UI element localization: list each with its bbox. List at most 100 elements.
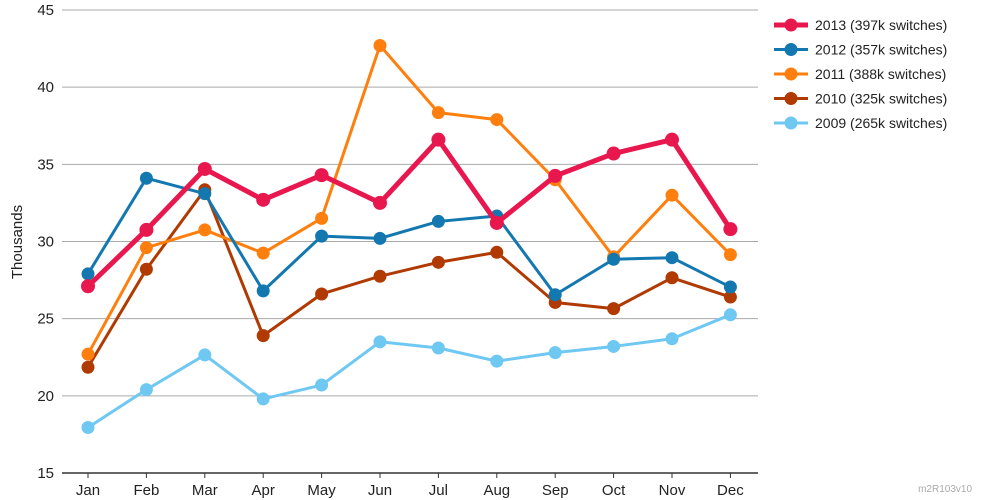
- y-tick-label: 15: [37, 465, 54, 482]
- legend-item: 2010 (325k switches): [774, 91, 947, 107]
- data-point: [198, 348, 212, 362]
- data-point: [431, 106, 445, 120]
- legend-item: 2013 (397k switches): [774, 17, 947, 33]
- data-point: [723, 222, 738, 237]
- data-point: [315, 211, 329, 225]
- x-tick-label: Jul: [429, 482, 448, 499]
- x-tick-label: Mar: [192, 482, 218, 499]
- x-tick-label: Apr: [252, 482, 275, 499]
- series-2009: [81, 308, 737, 434]
- y-tick-label: 30: [37, 234, 54, 251]
- data-point: [256, 192, 271, 207]
- data-point: [373, 335, 387, 349]
- data-point: [139, 241, 153, 255]
- y-tick-label: 40: [37, 79, 54, 96]
- data-point: [431, 132, 446, 147]
- x-tick-label: Dec: [717, 482, 744, 499]
- series-line: [86, 176, 732, 297]
- data-point: [198, 223, 212, 237]
- data-point: [665, 332, 679, 346]
- data-point: [606, 146, 621, 161]
- x-tick-label: Jun: [368, 482, 392, 499]
- y-tick-label: 25: [37, 311, 54, 328]
- legend-label: 2011 (388k switches): [815, 66, 946, 82]
- x-tick-label: Jan: [76, 482, 100, 499]
- data-point: [607, 302, 621, 316]
- data-point: [490, 354, 504, 368]
- data-point: [548, 288, 562, 302]
- x-tick-label: Nov: [659, 482, 686, 499]
- legend-label: 2009 (265k switches): [815, 115, 947, 131]
- series-line: [86, 137, 733, 289]
- data-point: [139, 262, 153, 276]
- data-point: [548, 168, 563, 183]
- data-point: [723, 280, 737, 294]
- x-axis: Jan Feb Mar Apr May Jun Jul Aug Sep Oct Nov Dec: [76, 473, 744, 499]
- y-axis: 15 20 25 30 35 40 45: [37, 2, 54, 482]
- data-point: [256, 329, 270, 343]
- data-point: [723, 308, 737, 322]
- legend-label: 2012 (357k switches): [815, 42, 947, 58]
- data-point: [139, 222, 154, 237]
- legend-swatch-marker: [784, 18, 798, 32]
- data-point: [373, 269, 387, 283]
- series-2013: [81, 132, 738, 294]
- data-point: [256, 246, 270, 260]
- data-point: [81, 279, 95, 294]
- data-point: [665, 132, 679, 147]
- data-point: [256, 392, 270, 406]
- data-point: [81, 420, 95, 434]
- legend-item: 2012 (357k switches): [774, 42, 947, 58]
- gridlines: [62, 9, 758, 474]
- legend-item: 2011 (388k switches): [774, 66, 946, 82]
- y-axis-label: Thousands: [9, 205, 26, 279]
- data-point: [81, 347, 95, 361]
- series-2012: [81, 171, 737, 302]
- legend-label: 2013 (397k switches): [815, 17, 947, 33]
- legend-swatch-marker: [784, 116, 798, 130]
- y-tick-label: 20: [37, 388, 54, 405]
- data-point: [665, 251, 679, 265]
- data-point: [665, 188, 679, 202]
- data-point: [314, 168, 329, 183]
- data-point: [607, 252, 621, 266]
- data-point: [256, 284, 270, 298]
- data-point: [431, 255, 445, 269]
- data-point: [315, 287, 329, 301]
- data-point: [723, 248, 737, 262]
- data-point: [139, 383, 153, 397]
- data-point: [81, 360, 95, 374]
- legend-swatch-marker: [784, 67, 798, 81]
- data-point: [315, 378, 329, 392]
- x-tick-label: Sep: [542, 482, 569, 499]
- data-point: [490, 113, 504, 127]
- data-point: [607, 339, 621, 353]
- x-tick-label: Oct: [602, 482, 626, 499]
- series-line: [86, 188, 731, 369]
- legend-label: 2010 (325k switches): [815, 91, 947, 107]
- data-point: [198, 187, 212, 201]
- data-point: [197, 161, 212, 176]
- data-point: [373, 231, 387, 245]
- x-tick-label: Feb: [133, 482, 159, 499]
- series-line: [87, 313, 731, 429]
- data-point: [373, 195, 387, 210]
- data-point: [81, 267, 95, 281]
- watermark: m2R103v10: [918, 484, 972, 495]
- series-group: [81, 38, 738, 434]
- legend-swatch-marker: [784, 92, 798, 105]
- x-tick-label: May: [307, 482, 336, 499]
- data-point: [548, 346, 562, 360]
- data-point: [489, 215, 504, 230]
- data-point: [315, 229, 329, 243]
- y-tick-label: 45: [37, 2, 54, 19]
- data-point: [431, 341, 445, 355]
- series-line: [86, 43, 732, 355]
- legend: 2013 (397k switches) 2012 (357k switches)…: [774, 17, 947, 131]
- data-point: [431, 214, 445, 228]
- legend-item: 2009 (265k switches): [774, 115, 947, 131]
- legend-swatch-marker: [784, 43, 798, 56]
- data-point: [665, 271, 679, 285]
- data-point: [373, 38, 387, 52]
